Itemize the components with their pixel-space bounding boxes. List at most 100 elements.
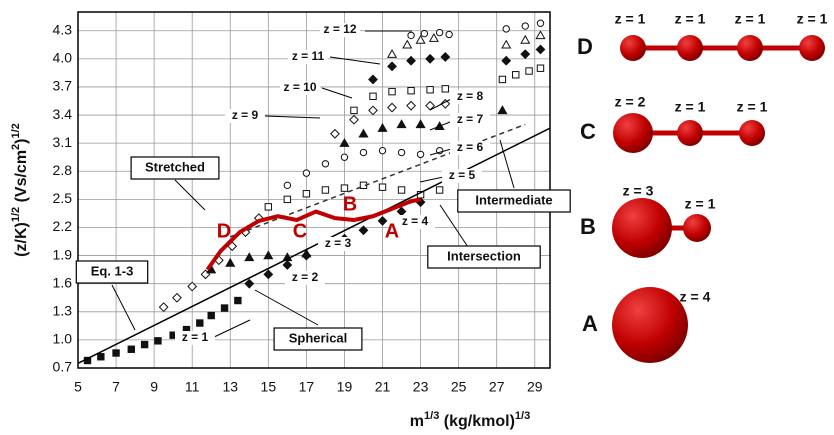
point: [407, 86, 415, 95]
annotation-bg: [450, 141, 490, 155]
point: [340, 153, 349, 161]
plot: 0.7 1.0 1.3 1.6 1.9 2.2 2.5 2.8 3.1 3.4 3.7 4.0 4.3 5…: [10, 11, 571, 430]
annotation-arrow: [321, 87, 353, 99]
point: [397, 148, 406, 157]
charge-ball: [612, 287, 688, 363]
point: [397, 186, 406, 194]
annotation-bg: [225, 109, 265, 123]
annotation-bg: [442, 169, 482, 183]
point: [264, 203, 273, 211]
charge-ball: [799, 35, 825, 61]
annotation: z = 7: [457, 112, 484, 126]
annotation: A: [385, 220, 399, 242]
charge-label: z = 1: [675, 99, 706, 115]
point: [497, 105, 508, 115]
annotation: z = 4: [402, 214, 429, 228]
annotation-arrow: [174, 179, 206, 211]
annotation: z = 11: [292, 49, 325, 63]
point: [359, 148, 368, 157]
point: [234, 296, 242, 305]
y-tick-label: 4.0: [53, 50, 73, 66]
annotation-box: [427, 245, 541, 269]
annotation-arrow: [211, 319, 251, 339]
point: [387, 102, 397, 113]
y-axis-label-part: (Vs/cm: [13, 150, 30, 207]
point: [340, 184, 349, 192]
charge-label: z = 1: [615, 11, 646, 27]
molecule-label: D: [577, 34, 593, 59]
point: [521, 22, 529, 30]
y-tick-label: 2.5: [53, 190, 73, 206]
charge-label: z = 1: [685, 196, 716, 212]
point: [407, 31, 415, 40]
molecule-label: C: [580, 119, 596, 144]
annotation: z = 10: [283, 80, 316, 94]
point: [350, 106, 358, 115]
point: [97, 353, 105, 361]
annotation-bg: [320, 23, 360, 37]
x-axis-label-part: m: [410, 413, 424, 430]
annotation: z = 12: [323, 22, 356, 36]
point: [501, 55, 512, 66]
point: [377, 216, 388, 226]
annotation: Intersection: [447, 248, 521, 263]
annotation-bg: [285, 271, 325, 285]
molecule-diagram: Dz = 1 z = 1 z = 1 z = 1 Cz = 2 z = 1 z = 1 Bz …: [577, 11, 828, 363]
point: [445, 30, 453, 39]
annotation: z = 9: [232, 108, 259, 122]
charge-ball: [737, 35, 763, 61]
y-axis-label-part: ): [13, 138, 30, 143]
charge-ball: [620, 35, 646, 61]
annotation-arrow: [111, 284, 136, 331]
annotation: Stretched: [145, 159, 205, 174]
point: [263, 269, 274, 280]
point: [283, 195, 292, 204]
point: [377, 122, 388, 132]
annotation-box: [273, 327, 363, 351]
y-tick-label: 3.4: [53, 106, 73, 122]
point: [512, 71, 520, 79]
point: [378, 146, 387, 155]
point: [154, 337, 162, 345]
charge-label: z = 1: [735, 11, 766, 27]
y-axis-label-part: 2: [10, 144, 22, 150]
molecule-label: B: [580, 214, 596, 239]
point: [282, 260, 293, 270]
point: [387, 61, 397, 72]
point: [140, 340, 149, 349]
x-axis-label: m1/3 (kg/kmol)1/3: [410, 410, 530, 430]
point: [112, 349, 120, 357]
point: [440, 52, 451, 62]
y-tick-label: 1.0: [53, 331, 73, 347]
y-tick-label: 2.2: [53, 218, 73, 234]
point: [378, 183, 387, 191]
charge-label: z = 1: [797, 11, 828, 27]
point: [283, 181, 292, 190]
point: [426, 86, 434, 94]
point: [368, 105, 378, 116]
point: [396, 119, 407, 129]
annotation: z = 6: [457, 140, 484, 154]
x-tick-label: 17: [299, 379, 315, 395]
point: [244, 252, 255, 262]
x-tick-label: 9: [150, 379, 158, 395]
x-axis-label-part: 1/3: [424, 410, 439, 422]
point: [368, 74, 378, 85]
x-tick-label: 29: [527, 379, 543, 395]
annotation-arrow: [264, 115, 321, 119]
point: [386, 48, 398, 58]
point: [536, 19, 545, 27]
charge-label: z = 2: [615, 94, 646, 110]
annotation-bg: [450, 113, 490, 127]
point: [321, 186, 330, 194]
charge-label: z = 1: [737, 99, 768, 115]
y-tick-label: 2.8: [53, 162, 73, 178]
point: [301, 248, 312, 258]
point: [440, 98, 451, 109]
x-axis-label-part: (kg/kmol): [439, 413, 515, 430]
annotation-box: [75, 260, 149, 284]
point: [220, 304, 229, 312]
annotation-box: [130, 156, 220, 180]
annotation-bg: [175, 331, 215, 345]
x-axis-label-part: 1/3: [515, 410, 530, 422]
